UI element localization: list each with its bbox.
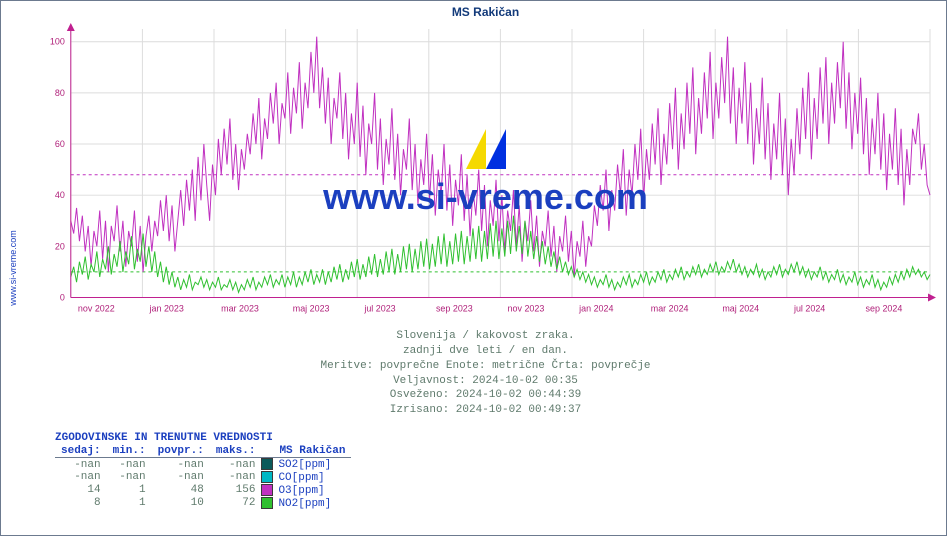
table-cell: -nan — [152, 471, 210, 484]
table-cell: -nan — [210, 471, 262, 484]
meta-line: Meritve: povprečne Enote: metrične Črta:… — [25, 359, 946, 374]
svg-text:0: 0 — [60, 292, 65, 302]
svg-text:40: 40 — [55, 190, 65, 200]
svg-text:nov 2023: nov 2023 — [508, 303, 545, 313]
svg-text:jan 2024: jan 2024 — [578, 303, 613, 313]
table-cell: -nan — [107, 471, 152, 484]
svg-text:jul 2024: jul 2024 — [793, 303, 825, 313]
site-label-vertical: www.si-vreme.com — [8, 230, 18, 306]
table-row: 811072NO2[ppm] — [55, 497, 351, 510]
meta-line: Izrisano: 2024-10-02 00:49:37 — [25, 403, 946, 418]
table-cell: 10 — [152, 497, 210, 510]
series-name-cell: SO2[ppm] — [261, 458, 351, 471]
meta-line: Veljavnost: 2024-10-02 00:35 — [25, 374, 946, 389]
svg-text:jan 2023: jan 2023 — [149, 303, 184, 313]
table-cell: 48 — [152, 484, 210, 497]
table-cell: 1 — [107, 497, 152, 510]
plot-svg: 0 20 40 60 80 100 nov 2022 jan 2023 mar 2023 maj … — [33, 23, 938, 321]
svg-text:nov 2022: nov 2022 — [78, 303, 115, 313]
svg-text:60: 60 — [55, 139, 65, 149]
table-row: 14148156O3[ppm] — [55, 484, 351, 497]
table-cell: 1 — [107, 484, 152, 497]
table-cell: 72 — [210, 497, 262, 510]
series-name-cell: CO[ppm] — [261, 471, 351, 484]
table-cell: -nan — [107, 458, 152, 471]
table-row: -nan-nan-nan-nanSO2[ppm] — [55, 458, 351, 471]
table-cell: 156 — [210, 484, 262, 497]
svg-text:mar 2023: mar 2023 — [221, 303, 259, 313]
svg-text:100: 100 — [50, 37, 65, 47]
svg-text:jul 2023: jul 2023 — [363, 303, 395, 313]
chart-title: MS Rakičan — [25, 5, 946, 19]
meta-line: Slovenija / kakovost zraka. — [25, 329, 946, 344]
left-rail: www.si-vreme.com — [1, 1, 25, 535]
table-cell: -nan — [55, 458, 107, 471]
table-row: -nan-nan-nan-nanCO[ppm] — [55, 471, 351, 484]
table-header-row: sedaj: min.: povpr.: maks.: MS Rakičan — [55, 445, 351, 458]
meta-line: zadnji dve leti / en dan. — [25, 344, 946, 359]
table-cell: 14 — [55, 484, 107, 497]
table-cell: -nan — [55, 471, 107, 484]
color-swatch — [261, 497, 273, 509]
table-cell: 8 — [55, 497, 107, 510]
meta-line: Osveženo: 2024-10-02 00:44:39 — [25, 388, 946, 403]
values-table: sedaj: min.: povpr.: maks.: MS Rakičan -… — [55, 445, 351, 510]
svg-text:sep 2023: sep 2023 — [436, 303, 473, 313]
col-povpr: povpr.: — [152, 445, 210, 458]
svg-text:sep 2024: sep 2024 — [866, 303, 903, 313]
svg-text:maj 2023: maj 2023 — [293, 303, 330, 313]
svg-text:maj 2024: maj 2024 — [722, 303, 759, 313]
color-swatch — [261, 471, 273, 483]
chart-frame: www.si-vreme.com MS Rakičan 020406080100… — [0, 0, 947, 536]
col-station: MS Rakičan — [261, 445, 351, 458]
plot-area: 0 20 40 60 80 100 nov 2022 jan 2023 mar 2023 maj … — [33, 23, 938, 323]
color-swatch — [261, 458, 273, 470]
svg-text:mar 2024: mar 2024 — [651, 303, 689, 313]
col-min: min.: — [107, 445, 152, 458]
values-table-block: ZGODOVINSKE IN TRENUTNE VREDNOSTI sedaj:… — [55, 432, 936, 510]
series-name-cell: O3[ppm] — [261, 484, 351, 497]
color-swatch — [261, 484, 273, 496]
table-cell: -nan — [210, 458, 262, 471]
main-column: MS Rakičan 0 20 40 60 80 100 nov 2022 jan 2023 m… — [25, 1, 946, 535]
svg-text:20: 20 — [55, 241, 65, 251]
meta-block: Slovenija / kakovost zraka. zadnji dve l… — [25, 329, 946, 418]
col-maks: maks.: — [210, 445, 262, 458]
svg-text:80: 80 — [55, 88, 65, 98]
col-sedaj: sedaj: — [55, 445, 107, 458]
series-name-cell: NO2[ppm] — [261, 497, 351, 510]
values-table-title: ZGODOVINSKE IN TRENUTNE VREDNOSTI — [55, 432, 936, 444]
table-cell: -nan — [152, 458, 210, 471]
